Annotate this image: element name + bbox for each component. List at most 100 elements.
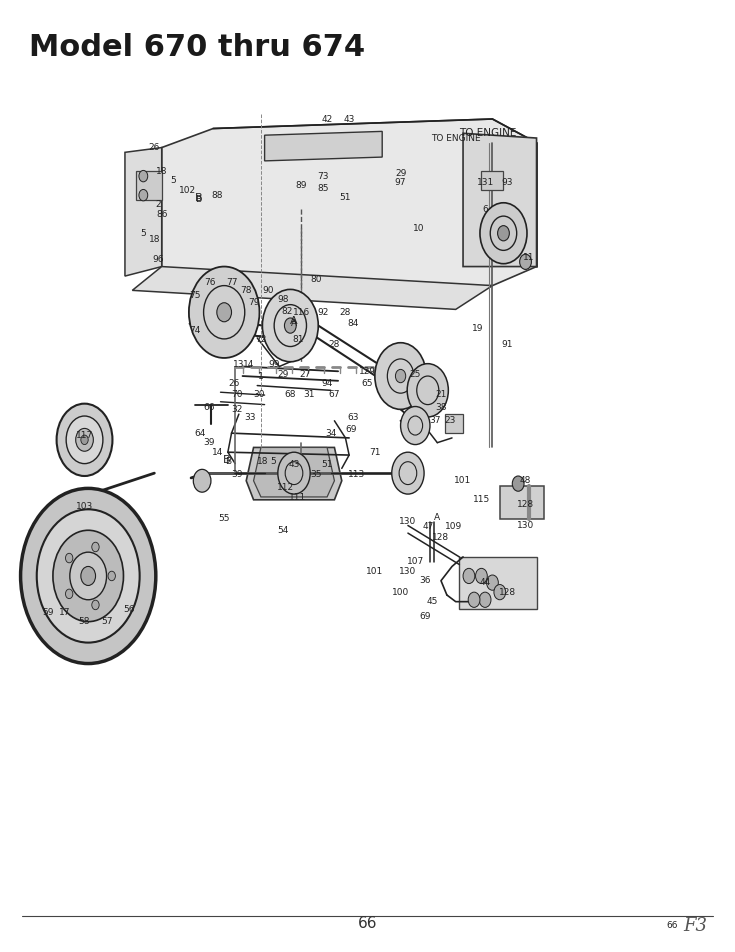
- Text: 6: 6: [482, 205, 488, 214]
- Text: B: B: [223, 455, 230, 465]
- Text: 37: 37: [429, 416, 441, 426]
- Text: 66: 66: [358, 916, 377, 931]
- Text: 103: 103: [76, 502, 93, 511]
- Circle shape: [479, 592, 491, 607]
- Text: 130: 130: [399, 566, 417, 576]
- Text: A: A: [290, 316, 298, 326]
- Text: 78: 78: [240, 286, 252, 295]
- Text: TO ENGINE: TO ENGINE: [431, 133, 481, 143]
- Text: 66: 66: [667, 921, 678, 930]
- Circle shape: [65, 589, 73, 599]
- Text: 117: 117: [76, 430, 93, 440]
- Text: 14: 14: [243, 360, 254, 369]
- Text: F3: F3: [684, 917, 708, 935]
- Circle shape: [284, 318, 296, 333]
- Text: 26: 26: [229, 379, 240, 388]
- Polygon shape: [463, 133, 537, 267]
- Circle shape: [76, 428, 93, 451]
- Text: 32: 32: [232, 405, 243, 414]
- Circle shape: [189, 267, 259, 358]
- Text: 18: 18: [257, 457, 268, 466]
- Circle shape: [21, 488, 156, 664]
- Circle shape: [108, 571, 115, 581]
- Text: 116: 116: [293, 307, 310, 317]
- Text: B: B: [225, 457, 231, 466]
- Circle shape: [520, 254, 531, 269]
- Text: A: A: [434, 513, 440, 523]
- Text: 59: 59: [42, 607, 54, 617]
- Text: 21: 21: [435, 389, 447, 399]
- Circle shape: [401, 407, 430, 445]
- Text: 85: 85: [318, 184, 329, 193]
- Text: 79: 79: [248, 298, 259, 307]
- Text: 80: 80: [310, 275, 322, 285]
- Polygon shape: [132, 267, 492, 309]
- Text: 92: 92: [318, 307, 329, 317]
- Text: 19: 19: [472, 324, 484, 333]
- Text: 11: 11: [523, 252, 535, 262]
- Text: 5: 5: [170, 176, 176, 186]
- Text: 65: 65: [362, 379, 373, 388]
- Circle shape: [476, 568, 487, 584]
- Text: 115: 115: [473, 495, 490, 505]
- Text: 96: 96: [152, 255, 164, 265]
- Text: 102: 102: [179, 186, 196, 195]
- Text: 45: 45: [426, 597, 438, 606]
- Text: 129: 129: [359, 367, 376, 376]
- Text: 68: 68: [284, 389, 296, 399]
- Circle shape: [498, 226, 509, 241]
- Text: 100: 100: [392, 587, 409, 597]
- Text: 30: 30: [254, 389, 265, 399]
- Circle shape: [494, 585, 506, 600]
- Text: 55: 55: [218, 514, 230, 524]
- Text: 77: 77: [226, 278, 237, 288]
- Text: 128: 128: [432, 533, 450, 543]
- Circle shape: [81, 566, 96, 585]
- Text: 31: 31: [303, 389, 315, 399]
- Circle shape: [262, 289, 318, 362]
- Circle shape: [468, 592, 480, 607]
- Text: 51: 51: [321, 460, 333, 469]
- Circle shape: [395, 369, 406, 383]
- Circle shape: [81, 435, 88, 445]
- Text: 35: 35: [310, 469, 322, 479]
- Text: 10: 10: [413, 224, 425, 233]
- Circle shape: [92, 600, 99, 609]
- Text: 84: 84: [347, 319, 359, 328]
- Circle shape: [92, 543, 99, 552]
- Text: 90: 90: [262, 286, 274, 295]
- Text: 75: 75: [189, 290, 201, 300]
- Polygon shape: [481, 171, 503, 190]
- Text: 28: 28: [340, 307, 351, 317]
- Text: 48: 48: [520, 476, 531, 486]
- Text: 97: 97: [395, 178, 406, 188]
- Circle shape: [139, 189, 148, 201]
- Text: 89: 89: [295, 181, 307, 190]
- Text: 69: 69: [419, 612, 431, 622]
- Text: 2: 2: [155, 200, 161, 209]
- Polygon shape: [162, 119, 537, 295]
- Text: 86: 86: [156, 209, 168, 219]
- Text: 73: 73: [318, 171, 329, 181]
- Text: 107: 107: [406, 557, 424, 566]
- Text: 98: 98: [277, 295, 289, 305]
- Text: 43: 43: [288, 460, 300, 469]
- Text: 44: 44: [479, 578, 491, 587]
- Text: 5: 5: [270, 457, 276, 466]
- Text: 29: 29: [277, 369, 289, 379]
- Text: 130: 130: [399, 517, 417, 526]
- Text: 94: 94: [321, 379, 333, 388]
- Text: 113: 113: [348, 469, 365, 479]
- Circle shape: [193, 469, 211, 492]
- Text: 66: 66: [204, 403, 215, 412]
- Text: 91: 91: [501, 340, 513, 349]
- Text: 88: 88: [211, 190, 223, 200]
- Text: 130: 130: [517, 521, 534, 530]
- Text: 56: 56: [123, 605, 135, 614]
- Text: 109: 109: [445, 522, 462, 531]
- Circle shape: [53, 530, 123, 622]
- Text: 112: 112: [276, 483, 294, 492]
- Text: 101: 101: [454, 476, 472, 486]
- Text: 63: 63: [347, 413, 359, 423]
- Text: 58: 58: [79, 617, 90, 626]
